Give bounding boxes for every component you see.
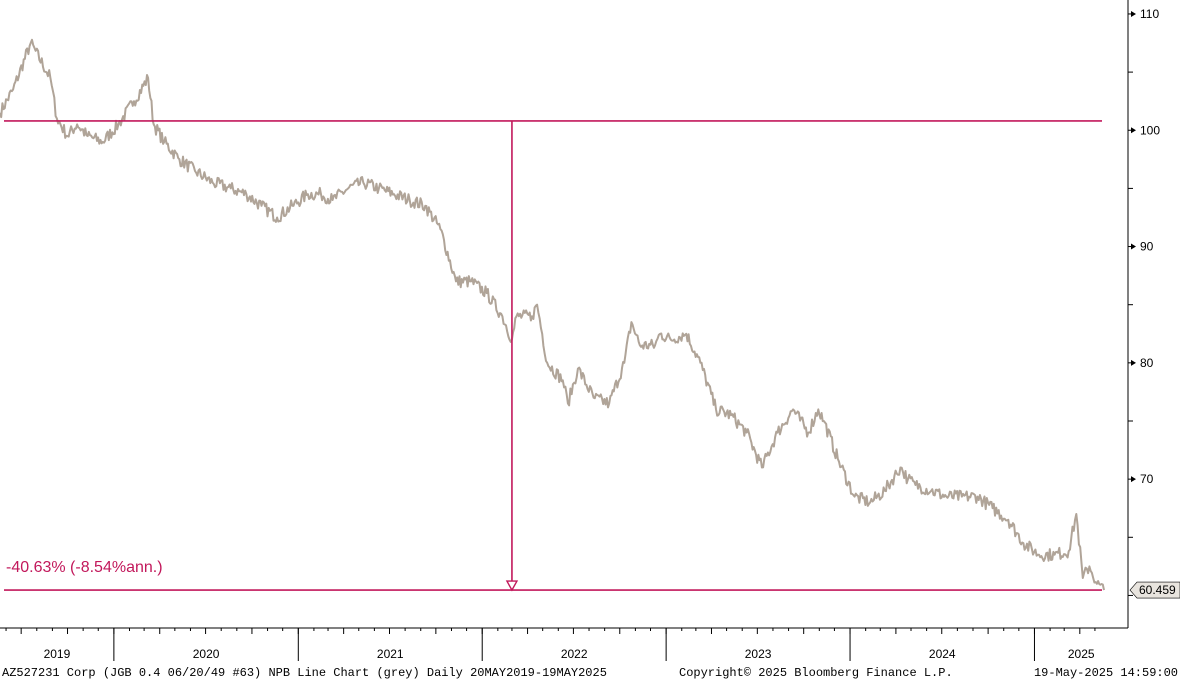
y-axis: 70 80 90 100 110 <box>1127 0 1160 628</box>
last-value-badge-shape <box>1129 581 1180 599</box>
x-year-label: 2020 <box>193 647 220 661</box>
x-year-label: 2023 <box>745 647 772 661</box>
footer-copyright: Copyright© 2025 Bloomberg Finance L.P. <box>679 666 953 680</box>
footer-timestamp: 19-May-2025 14:59:00 <box>1034 666 1178 680</box>
x-year-label: 2019 <box>44 647 71 661</box>
plot-area <box>0 38 1105 592</box>
y-tick-label: 90 <box>1140 240 1154 254</box>
x-year-label: 2024 <box>929 647 956 661</box>
y-tick-label: 70 <box>1140 472 1154 486</box>
y-tick-marker <box>1131 476 1136 483</box>
y-tick-marker <box>1131 127 1136 134</box>
x-year-label: 2025 <box>1068 647 1095 661</box>
price-series-line <box>0 38 1105 591</box>
performance-annotation: -40.63% (-8.54%ann.) <box>6 559 163 576</box>
y-tick-marker <box>1131 10 1136 17</box>
change-arrow-head <box>505 580 519 592</box>
last-value-label: 60.459 <box>1139 583 1176 597</box>
y-tick-label: 80 <box>1140 356 1154 370</box>
footer-ticker-info: AZ527231 Corp (JGB 0.4 06/20/49 #63) NPB… <box>2 666 607 680</box>
x-axis: 2019 2020 2021 2022 2023 2024 2025 <box>0 627 1128 661</box>
y-tick-label: 100 <box>1140 123 1160 137</box>
y-tick-marker <box>1131 243 1136 250</box>
y-tick-marker <box>1131 359 1136 366</box>
x-year-label: 2022 <box>561 647 588 661</box>
last-value-badge: 60.459 <box>1129 581 1180 599</box>
y-tick-label: 110 <box>1140 7 1159 21</box>
x-year-label: 2021 <box>377 647 404 661</box>
